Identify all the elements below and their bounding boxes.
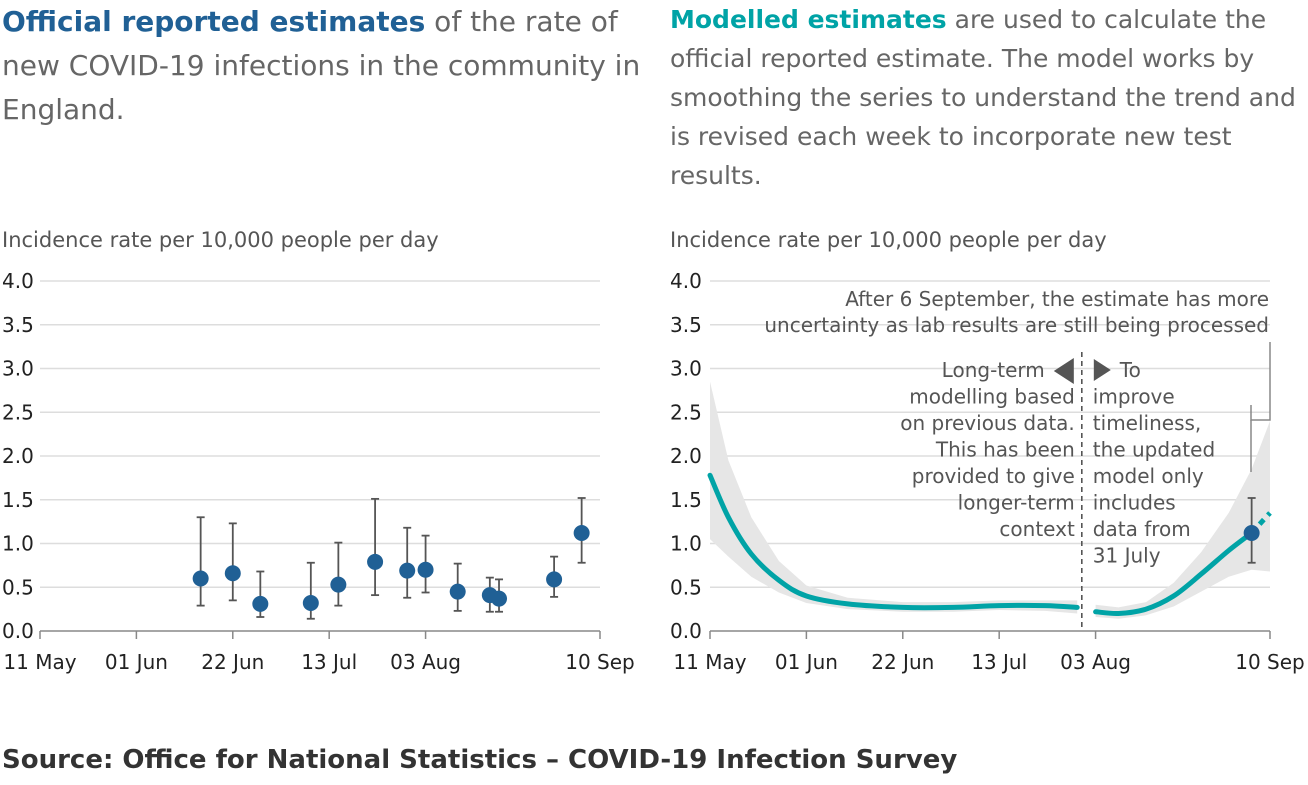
- long-term-model-line: [707, 472, 1080, 611]
- long-term-note-line: Long-term: [942, 358, 1045, 382]
- right-intro-body: are used to calculate the official repor…: [670, 5, 1296, 190]
- updated-model-note-line: includes: [1093, 491, 1176, 515]
- uncertainty-note-line: uncertainty as lab results are still bei…: [764, 313, 1269, 337]
- x-tick-label: 01 Jun: [105, 650, 168, 674]
- modelled-estimates-chart: 0.0 0.5 1.0 1.5 2.0 2.5 3.0 3.5 4.0 11 May 01 Jun 2…: [670, 269, 1305, 674]
- updated-model-note-line: data from: [1093, 517, 1191, 541]
- data-point: [573, 525, 590, 541]
- x-tick-label: 03 Aug: [390, 650, 461, 674]
- x-tick-label: 11 May: [3, 650, 76, 674]
- long-term-note-line: on previous data.: [900, 411, 1075, 435]
- updated-model-note-line: the updated: [1093, 438, 1215, 462]
- data-point: [546, 571, 563, 588]
- y-tick-label: 0.5: [670, 575, 702, 599]
- data-point: [192, 570, 209, 587]
- y-tick-label: 2.0: [2, 444, 34, 468]
- updated-model-line: [1093, 530, 1255, 617]
- y-tick-label: 1.5: [670, 488, 702, 512]
- updated-model-note-line: To: [1119, 358, 1141, 382]
- x-tick-label: 11 May: [673, 650, 746, 674]
- y-tick-label: 2.0: [670, 444, 702, 468]
- modelled-estimates-highlight: Modelled estimates: [670, 5, 947, 34]
- updated-model-note-line: model only: [1093, 464, 1204, 488]
- y-tick-label: 3.5: [670, 313, 702, 337]
- y-tick-label: 4.0: [2, 269, 34, 293]
- long-term-note-line: longer-term: [958, 491, 1075, 515]
- x-tick-label: 10 Sep: [1235, 650, 1305, 674]
- arrow-left-icon: [1053, 358, 1074, 384]
- data-point: [417, 561, 434, 578]
- data-point: [1243, 525, 1260, 541]
- left-intro-text: Official reported estimates of the rate …: [2, 0, 642, 132]
- data-point: [330, 576, 347, 593]
- data-point: [302, 595, 319, 611]
- data-point: [399, 562, 416, 579]
- x-tick-label: 13 Jul: [971, 650, 1027, 674]
- uncertainty-bracket: [1250, 342, 1271, 421]
- x-tick-label: 10 Sep: [565, 650, 635, 674]
- data-point: [224, 565, 241, 582]
- y-tick-label: 4.0: [670, 269, 702, 293]
- arrow-right-icon: [1093, 359, 1111, 381]
- y-tick-label: 1.5: [2, 488, 34, 512]
- source-note: Source: Office for National Statistics –…: [2, 745, 958, 775]
- y-tick-label: 1.0: [670, 532, 702, 556]
- updated-model-note-line: 31 July: [1093, 544, 1161, 568]
- updated-model-note-line: improve: [1093, 385, 1175, 409]
- y-tick-label: 3.0: [2, 357, 34, 381]
- right-chart-y-axis-label: Incidence rate per 10,000 people per day: [670, 228, 1107, 252]
- long-term-note-line: modelling based: [909, 385, 1075, 409]
- y-tick-label: 0.0: [2, 619, 34, 643]
- y-tick-label: 0.0: [670, 619, 702, 643]
- long-term-note-line: provided to give: [912, 464, 1075, 488]
- y-tick-label: 1.0: [2, 532, 34, 556]
- left-intro-body: of the rate of new COVID-19 infections i…: [2, 5, 641, 126]
- x-tick-label: 13 Jul: [301, 650, 357, 674]
- data-point: [367, 553, 384, 570]
- left-chart-y-axis-label: Incidence rate per 10,000 people per day: [2, 228, 439, 252]
- x-tick-label: 01 Jun: [775, 650, 838, 674]
- uncertainty-note-line: After 6 September, the estimate has more: [845, 287, 1269, 311]
- y-tick-label: 2.5: [2, 400, 34, 424]
- updated-model-note-line: timeliness,: [1093, 411, 1201, 435]
- data-point: [252, 595, 269, 612]
- official-estimates-highlight: Official reported estimates: [2, 5, 426, 38]
- updated-uncertainty-band: [1095, 421, 1270, 619]
- x-tick-label: 22 Jun: [871, 650, 934, 674]
- y-tick-label: 2.5: [670, 400, 702, 424]
- x-tick-label: 22 Jun: [201, 650, 264, 674]
- data-point: [449, 583, 466, 600]
- data-point: [491, 590, 508, 607]
- y-tick-label: 3.5: [2, 313, 34, 337]
- long-term-note-line: context: [999, 517, 1075, 541]
- right-intro-text: Modelled estimates are used to calculate…: [670, 0, 1300, 195]
- x-tick-label: 03 Aug: [1060, 650, 1131, 674]
- official-estimates-chart: 0.0 0.5 1.0 1.5 2.0 2.5 3.0 3.5 4.0 11 May 01 Jun 2…: [2, 269, 635, 674]
- y-tick-label: 0.5: [2, 575, 34, 599]
- y-tick-label: 3.0: [670, 357, 702, 381]
- long-term-note-line: This has been: [935, 438, 1075, 462]
